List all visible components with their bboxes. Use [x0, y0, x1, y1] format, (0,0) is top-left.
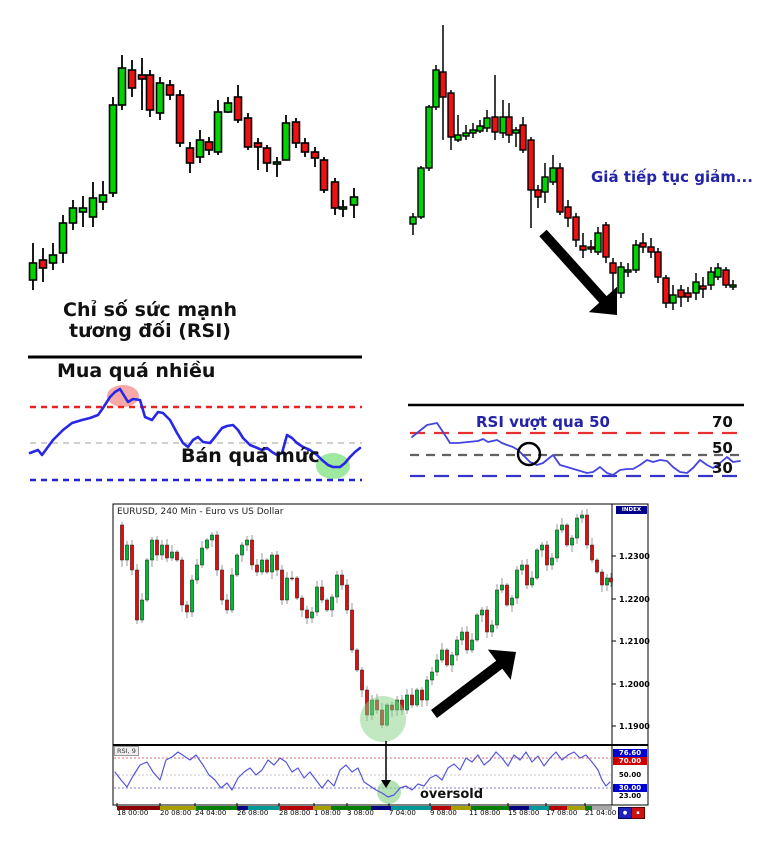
price-tick-label: 1.2300 [619, 551, 650, 561]
rsi-concept-title-line2: tương đối (RSI) [69, 320, 231, 342]
rsi-concept-title-line1: Chỉ số sức mạnh [63, 299, 237, 321]
time-tick-label: 17 08:00 [546, 809, 578, 817]
platform-logo-blue-button[interactable]: ● [618, 807, 632, 819]
platform-candles [120, 509, 613, 728]
rsi-level30-badge: 30.00 [613, 784, 647, 792]
down-pointer-arrow [381, 741, 391, 788]
price-tick-label: 1.1900 [619, 721, 650, 731]
green-highlight-circle [377, 780, 401, 804]
time-tick-label: 3 08:00 [347, 809, 374, 817]
rsi-indicator-label: RSI, 9 [114, 746, 139, 756]
chart-uptrend-decline [28, 55, 359, 290]
time-tick-label: 11 08:00 [469, 809, 501, 817]
oversold-label-vn: Bán quá mức [181, 445, 320, 467]
index-badge: INDEX [616, 506, 647, 514]
platform-logo-red-button[interactable]: ▪ [631, 807, 645, 819]
time-tick-label: 1 08:00 [314, 809, 341, 817]
price-tick-label: 1.2100 [619, 636, 650, 646]
overbought-label: Mua quá nhiều [57, 360, 216, 382]
platform-chart-title: EURUSD, 240 Min - Euro vs US Dollar [117, 507, 284, 517]
level-30-label: 30 [712, 459, 733, 477]
rsi-level50-label: 50.00 [618, 771, 642, 779]
rsi-concept-title: Chỉ số sức mạnh tương đối (RSI) [35, 300, 265, 342]
time-tick-label: 7 04:00 [389, 809, 416, 817]
rsi-level70-badge: 70.00 [613, 757, 647, 765]
price-tick-label: 1.2200 [619, 594, 650, 604]
rsi-cross50-panel [408, 403, 746, 478]
rsi-current-value-badge: 76.60 [613, 749, 647, 757]
time-tick-label: 24 04:00 [195, 809, 227, 817]
level-50-label: 50 [712, 439, 733, 457]
chart-price-falling [409, 25, 737, 310]
green-highlight-circle [360, 696, 406, 742]
platform-rsi-line [114, 751, 611, 798]
rsi-cross-50-annotation: RSI vượt qua 50 [476, 413, 610, 431]
time-tick-label: 26 08:00 [237, 809, 269, 817]
level-70-label: 70 [712, 413, 733, 431]
price-tick-label: 1.2000 [619, 679, 650, 689]
rsi-min-label: 23.00 [618, 792, 642, 800]
time-tick-label: 28 08:00 [279, 809, 311, 817]
rsi-concept-panel [28, 355, 362, 482]
down-right-arrow [539, 229, 617, 315]
time-tick-label: 9 08:00 [430, 809, 457, 817]
price-falling-annotation: Giá tiếp tục giảm... [591, 168, 753, 186]
platform-chart [112, 503, 649, 807]
oversold-annotation: oversold [420, 787, 484, 802]
time-tick-label: 15 08:00 [508, 809, 540, 817]
time-tick-label: 21 04:00 [585, 809, 617, 817]
time-strip [117, 806, 612, 810]
time-tick-label: 20 08:00 [160, 809, 192, 817]
up-right-arrow [431, 649, 516, 718]
time-tick-label: 18 00:00 [117, 809, 149, 817]
